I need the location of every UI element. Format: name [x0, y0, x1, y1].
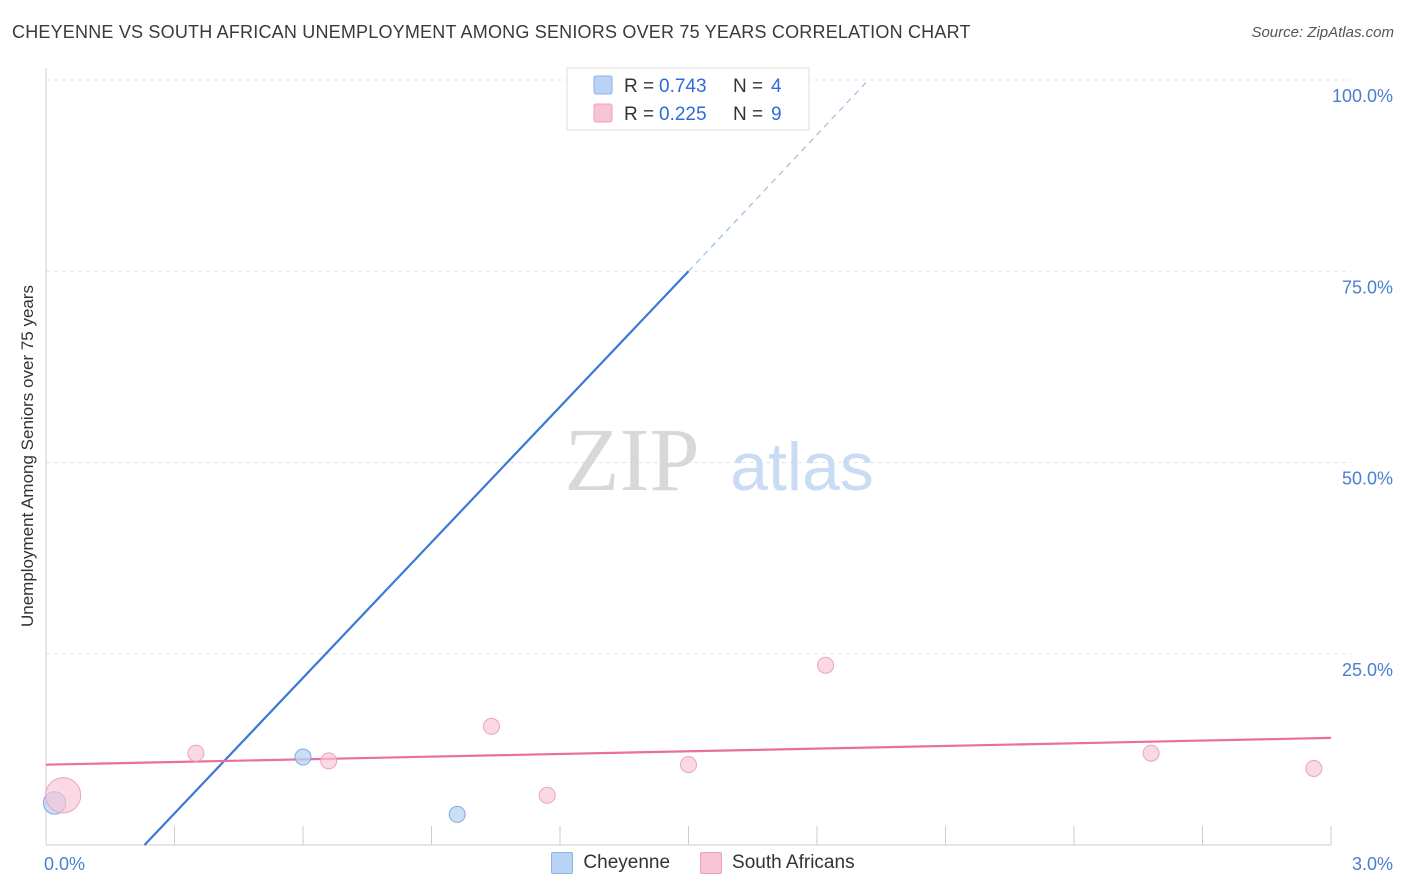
- point-south-africans-2: [320, 752, 338, 770]
- legend-r-label-1: R =: [624, 76, 654, 97]
- point-cheyenne-2: [448, 805, 466, 823]
- point-south-africans-1: [187, 744, 205, 762]
- watermark-atlas: atlas: [730, 429, 874, 505]
- trend-line-south-africans: [45, 736, 1332, 766]
- bottom-legend-item-cheyenne: Cheyenne: [551, 852, 670, 874]
- y-tick-label-75: 75.0%: [1342, 277, 1393, 297]
- point-south-africans-0: [45, 777, 82, 814]
- legend-r-value-2: 0.225: [659, 104, 707, 125]
- trend-lines: [45, 79, 1332, 846]
- legend-box: R = 0.743 N = 4 R = 0.225 N = 9: [566, 67, 810, 131]
- point-south-africans-7: [1142, 744, 1160, 762]
- bottom-legend-label-south-africans: South Africans: [732, 852, 855, 873]
- y-tick-label-50: 50.0%: [1342, 469, 1393, 489]
- tick-labels: 25.0% 50.0% 75.0% 100.0% 0.0% 3.0%: [44, 86, 1393, 874]
- legend-r-label-2: R =: [624, 104, 654, 125]
- chart-title: CHEYENNE VS SOUTH AFRICAN UNEMPLOYMENT A…: [12, 22, 971, 42]
- trend-line-cheyenne: [143, 270, 690, 846]
- point-south-africans-5: [680, 756, 697, 774]
- y-tick-label-100: 100.0%: [1332, 86, 1393, 106]
- bottom-legend-swatch-cheyenne: [551, 852, 574, 874]
- legend-n-value-1: 4: [771, 76, 782, 97]
- legend-n-label-2: N =: [733, 104, 763, 125]
- legend-n-label-1: N =: [733, 76, 763, 97]
- watermark-zip: ZIP: [565, 411, 700, 510]
- x-tick-label-max: 3.0%: [1352, 854, 1393, 874]
- legend-r-value-1: 0.743: [659, 76, 707, 97]
- bottom-legend-swatch-south-africans: [700, 852, 723, 874]
- legend-n-value-2: 9: [771, 104, 782, 125]
- point-south-africans-4: [538, 786, 556, 804]
- legend-swatch-cheyenne: [593, 75, 613, 95]
- bottom-legend-item-south-africans: South Africans: [700, 852, 855, 874]
- watermark: ZIP atlas: [565, 411, 874, 510]
- axes: [45, 68, 1332, 846]
- y-tick-label-25: 25.0%: [1342, 660, 1393, 680]
- x-tick-label-min: 0.0%: [44, 854, 85, 874]
- gridlines: [46, 79, 1351, 655]
- bottom-legend: Cheyenne South Africans: [0, 852, 1406, 874]
- source-label: Source: ZipAtlas.com: [1251, 24, 1394, 41]
- bottom-legend-label-cheyenne: Cheyenne: [583, 852, 671, 873]
- point-cheyenne-1: [294, 748, 312, 766]
- point-south-africans-6: [817, 656, 835, 674]
- point-south-africans-3: [482, 717, 500, 735]
- point-south-africans-8: [1305, 760, 1323, 777]
- legend-swatch-south-africans: [593, 103, 613, 123]
